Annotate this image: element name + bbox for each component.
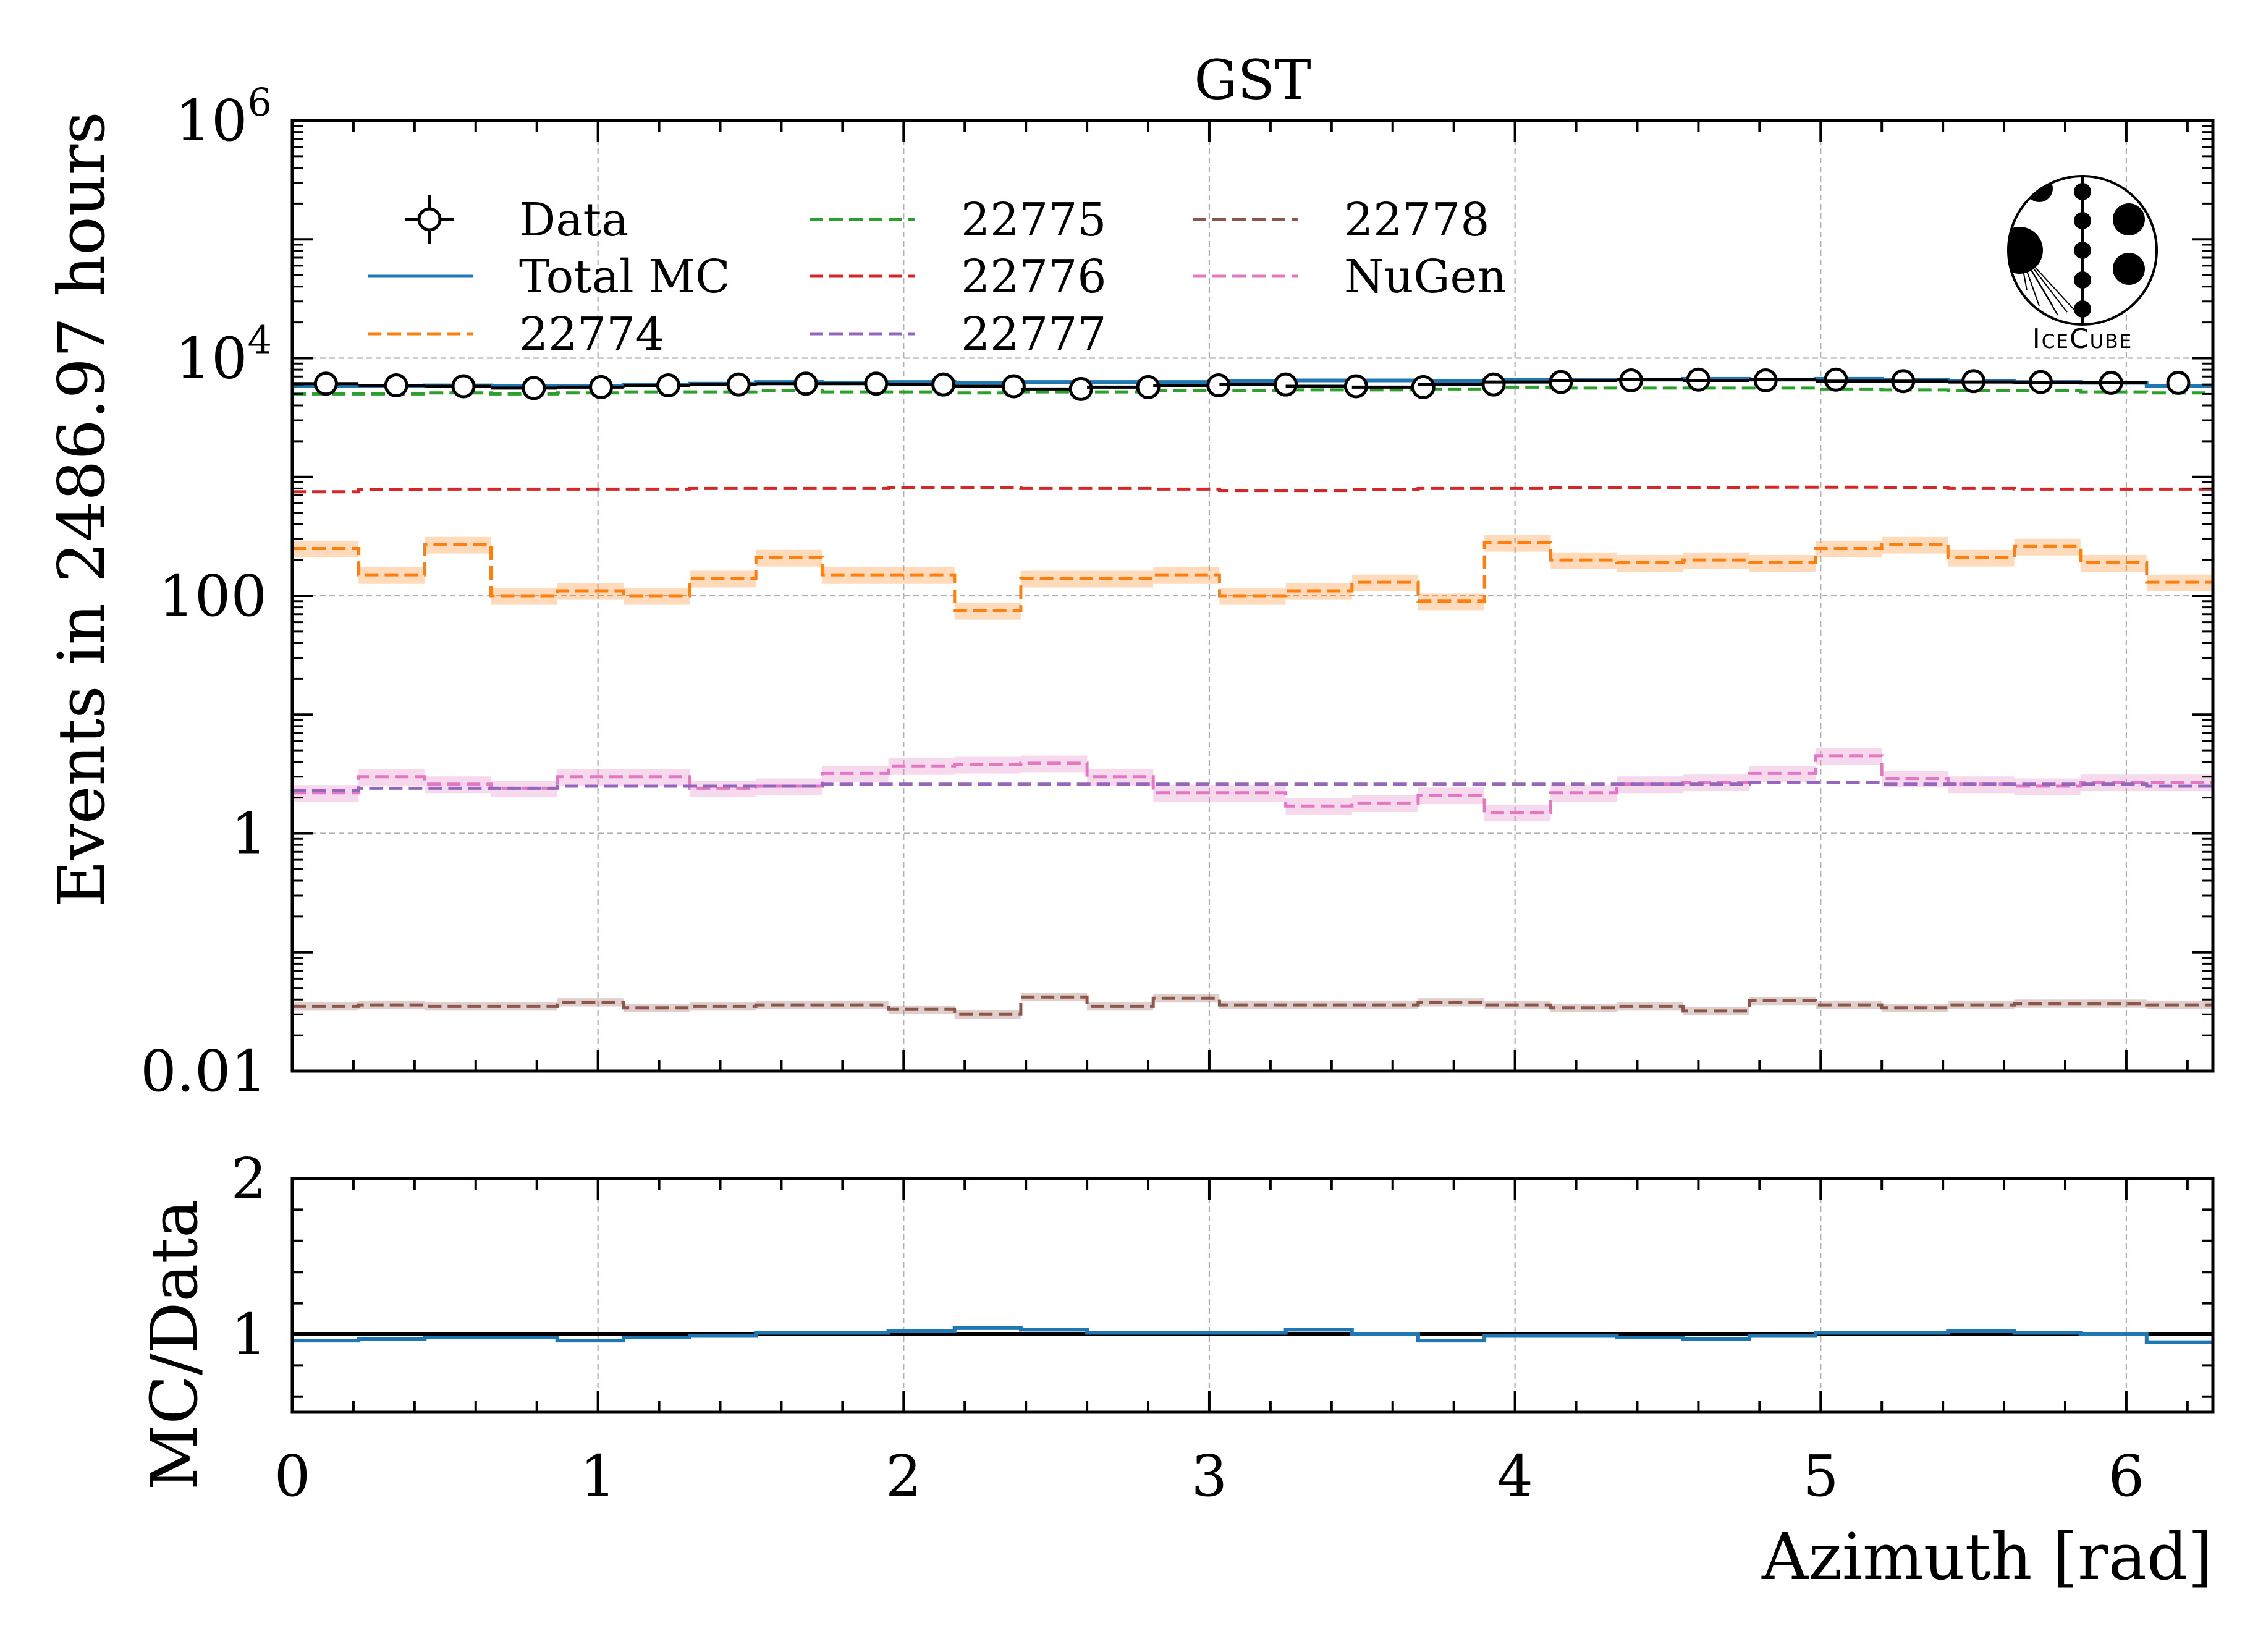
logo-ray — [2019, 250, 2040, 307]
data-point — [1136, 375, 1161, 399]
ratio-series — [292, 1326, 2213, 1344]
x-tick-label: 2 — [886, 1443, 922, 1509]
legend-entry-22775: 22775 — [810, 193, 1106, 247]
logo-ray — [2019, 250, 2053, 307]
series-22774 — [292, 541, 2213, 612]
data-point — [1549, 370, 1573, 394]
logo-dom — [2074, 183, 2091, 200]
logo-hit — [2113, 203, 2145, 235]
data-point — [384, 373, 408, 398]
logo-dom — [2074, 242, 2091, 259]
y-tick-label: 100 — [158, 563, 267, 629]
legend-entry-22774: 22774 — [368, 308, 664, 361]
ratio-y-tick-label: 1 — [230, 1302, 267, 1368]
data-point — [522, 376, 546, 400]
legend-label: NuGen — [1344, 250, 1507, 303]
icecube-logo: IceCube — [2007, 175, 2158, 355]
y-tick-label: 104 — [175, 318, 272, 392]
x-axis-label: Azimuth [rad] — [1761, 1519, 2213, 1595]
x-tick-label: 1 — [580, 1443, 616, 1509]
data-point — [313, 371, 338, 396]
data-point — [2166, 370, 2191, 395]
series-22776 — [292, 485, 2213, 494]
data-point — [726, 372, 751, 397]
logo-ray — [2019, 250, 2068, 313]
series-22775 — [292, 385, 2213, 396]
data-point — [1824, 367, 1848, 392]
logo-hit — [2113, 253, 2145, 285]
legend-label: 22776 — [961, 250, 1106, 303]
legend-label: 22778 — [1344, 193, 1489, 247]
logo-ray — [2019, 250, 2077, 313]
data-point — [589, 375, 614, 399]
legend-label: Total MC — [519, 250, 730, 303]
data-point — [1068, 376, 1093, 401]
axes — [290, 119, 2215, 1414]
logo-dom — [2074, 271, 2091, 289]
legend-marker — [417, 207, 442, 232]
legend-entry-data: Data — [405, 193, 628, 247]
series-22777 — [292, 781, 2213, 792]
ratio-y-tick-label: 2 — [230, 1146, 267, 1212]
y-tick-label: 1 — [230, 801, 267, 867]
data-point — [1274, 372, 1298, 397]
data-point — [1481, 372, 1506, 397]
band-22778 — [292, 993, 2213, 1019]
y-tick-label: 0.01 — [140, 1038, 267, 1104]
data-point — [656, 373, 680, 398]
legend-label: 22774 — [519, 308, 664, 361]
data-point — [1411, 375, 1436, 399]
logo-text: IceCube — [2032, 323, 2133, 355]
ratio-frame — [290, 1177, 2215, 1414]
data-point — [931, 372, 956, 397]
legend-entry-nugen: NuGen — [1193, 250, 1507, 303]
series-22778 — [292, 995, 2213, 1016]
series-nugen — [292, 754, 2213, 815]
logo-ray — [2019, 250, 2028, 291]
y-axis-label: Events in 2486.97 hours — [44, 111, 119, 907]
legend-entry-22778: 22778 — [1193, 193, 1489, 247]
legend-entry-22777: 22777 — [810, 308, 1106, 361]
logo-dom — [2074, 212, 2091, 229]
x-tick-label: 3 — [1191, 1443, 1228, 1509]
data-point — [451, 374, 476, 399]
ratio-series — [292, 1326, 2213, 1344]
legend-label: 22777 — [961, 308, 1106, 361]
logo-dom — [2074, 300, 2091, 318]
series-data — [292, 367, 2191, 401]
legend-entry-22776: 22776 — [810, 250, 1106, 303]
legend-label: 22775 — [961, 193, 1106, 247]
legend-label: Data — [519, 193, 628, 247]
chart-title: GST — [1194, 48, 1311, 112]
axis-labels: 0 1 2 3 4 5 6 0.01 1 100 104 106 1 2 GST Azimuth [rad] E… — [44, 48, 2213, 1595]
y-tick-label: 106 — [175, 80, 272, 154]
legend-entry-total-mc: Total MC — [368, 250, 730, 303]
x-tick-label: 5 — [1803, 1443, 1839, 1509]
data-point — [864, 371, 889, 396]
x-tick-label: 6 — [2108, 1443, 2145, 1509]
data-point — [1001, 374, 1026, 399]
x-tick-label: 4 — [1497, 1443, 1533, 1509]
logo-detector — [2008, 176, 2145, 324]
main-series — [292, 367, 2213, 1019]
x-tick-label: 0 — [274, 1443, 311, 1509]
data-point — [793, 371, 818, 396]
ratio-y-axis-label: MC/Data — [137, 1200, 212, 1490]
ratio-grid — [597, 1179, 2128, 1412]
